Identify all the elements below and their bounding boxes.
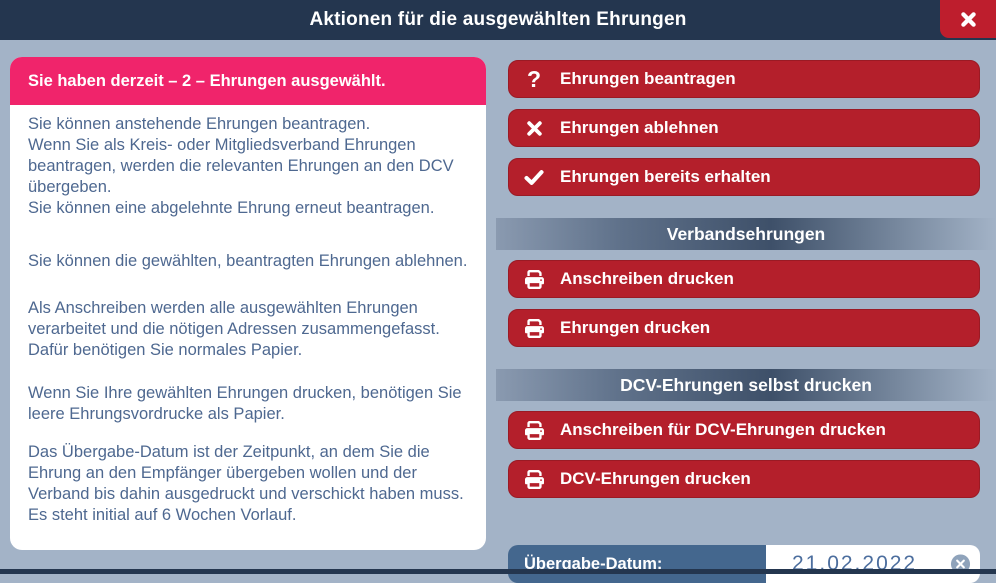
anschreiben-dcv-drucken-button[interactable]: Anschreiben für DCV-Ehrungen drucken [508,411,980,449]
date-input[interactable] [766,545,980,583]
question-icon: ? [526,65,542,92]
ehrungen-ablehnen-button[interactable]: Ehrungen ablehnen [508,109,980,147]
selection-count-banner: Sie haben derzeit – 2 – Ehrungen ausgewä… [10,57,486,105]
info-paragraph: Als Anschreiben werden alle ausgewählten… [28,299,440,359]
ehrungen-beantragen-button[interactable]: ? Ehrungen beantragen [508,60,980,98]
date-field-row: Übergabe-Datum: [508,545,980,583]
x-icon [522,120,546,137]
button-label: Ehrungen beantragen [560,69,736,88]
anschreiben-drucken-button[interactable]: Anschreiben drucken [508,260,980,298]
printer-icon [522,469,546,489]
printer-icon [522,269,546,289]
close-icon [960,11,977,28]
date-field-label: Übergabe-Datum: [508,545,766,583]
info-paragraph: Sie können anstehende Ehrungen beantrage… [28,115,454,217]
section-title: Verbandsehrungen [666,223,826,244]
section-title: DCV-Ehrungen selbst drucken [620,374,872,395]
printer-icon [522,420,546,440]
section-header-dcv-ehrungen: DCV-Ehrungen selbst drucken [496,369,996,401]
close-button[interactable] [940,0,996,38]
check-icon [522,169,546,185]
printer-icon [522,318,546,338]
button-label: Ehrungen bereits erhalten [560,167,771,186]
info-paragraph: Das Übergabe-Datum ist der Zeitpunkt, an… [28,443,464,524]
button-label: Anschreiben für DCV-Ehrungen drucken [560,420,886,439]
button-label: Ehrungen drucken [560,318,711,337]
ehrungen-drucken-button[interactable]: Ehrungen drucken [508,309,980,347]
button-label: Ehrungen ablehnen [560,118,719,137]
clear-circle-icon [950,554,971,578]
date-input-container [766,545,980,583]
window-bottom-edge [0,569,996,574]
button-label: Anschreiben drucken [560,269,734,288]
selection-count-text: Sie haben derzeit – 2 – Ehrungen ausgewä… [28,71,386,90]
clear-date-button[interactable] [950,554,971,575]
dcv-ehrungen-drucken-button[interactable]: DCV-Ehrungen drucken [508,460,980,498]
info-panel: Sie haben derzeit – 2 – Ehrungen ausgewä… [10,57,486,550]
ehrungen-bereits-erhalten-button[interactable]: Ehrungen bereits erhalten [508,158,980,196]
section-header-verbandsehrungen: Verbandsehrungen [496,218,996,250]
actions-panel: ? Ehrungen beantragen Ehrungen ablehnen … [496,60,996,583]
info-paragraph: Wenn Sie Ihre gewählten Ehrungen drucken… [28,384,462,423]
dialog-titlebar: Aktionen für die ausgewählten Ehrungen [0,0,996,40]
dialog-title: Aktionen für die ausgewählten Ehrungen [309,9,687,30]
info-text: Sie können anstehende Ehrungen beantrage… [10,105,486,526]
info-paragraph: Sie können die gewählten, beantragten Eh… [28,252,468,270]
button-label: DCV-Ehrungen drucken [560,469,751,488]
